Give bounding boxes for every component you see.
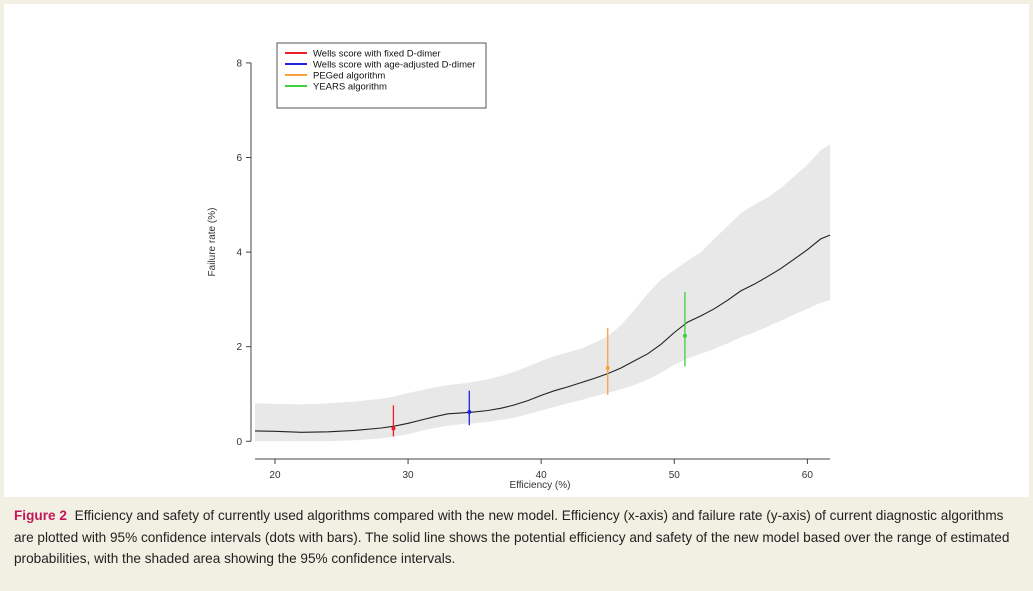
confidence-band — [255, 144, 830, 441]
x-tick-label-30: 30 — [403, 470, 415, 481]
legend-label-3: YEARS algorithm — [313, 82, 387, 93]
x-tick-label-60: 60 — [802, 470, 814, 481]
caption-label: Figure 2 — [14, 508, 67, 523]
y-tick-label-2: 2 — [236, 342, 242, 353]
x-axis-label: Efficiency (%) — [510, 480, 571, 491]
caption-text: Efficiency and safety of currently used … — [14, 508, 1009, 566]
figure-caption: Figure 2 Efficiency and safety of curren… — [14, 505, 1019, 570]
legend-label-0: Wells score with fixed D-dimer — [313, 49, 441, 60]
x-tick-label-50: 50 — [669, 470, 681, 481]
data-point-2 — [606, 366, 610, 370]
y-tick-label-0: 0 — [236, 437, 242, 448]
y-tick-label-4: 4 — [236, 248, 242, 259]
data-point-1 — [467, 410, 471, 414]
data-point-0 — [391, 427, 395, 431]
y-tick-label-8: 8 — [236, 58, 242, 69]
y-tick-label-6: 6 — [236, 153, 242, 164]
y-axis-label: Failure rate (%) — [207, 208, 218, 277]
legend-label-1: Wells score with age-adjusted D-dimer — [313, 60, 475, 71]
figure-panel: 20 30 40 50 60 0 2 4 6 8 Efficiency (%) Failure r… — [4, 4, 1029, 497]
data-point-3 — [683, 334, 687, 338]
legend-label-2: PEGed algorithm — [313, 71, 385, 82]
x-tick-label-20: 20 — [269, 470, 281, 481]
